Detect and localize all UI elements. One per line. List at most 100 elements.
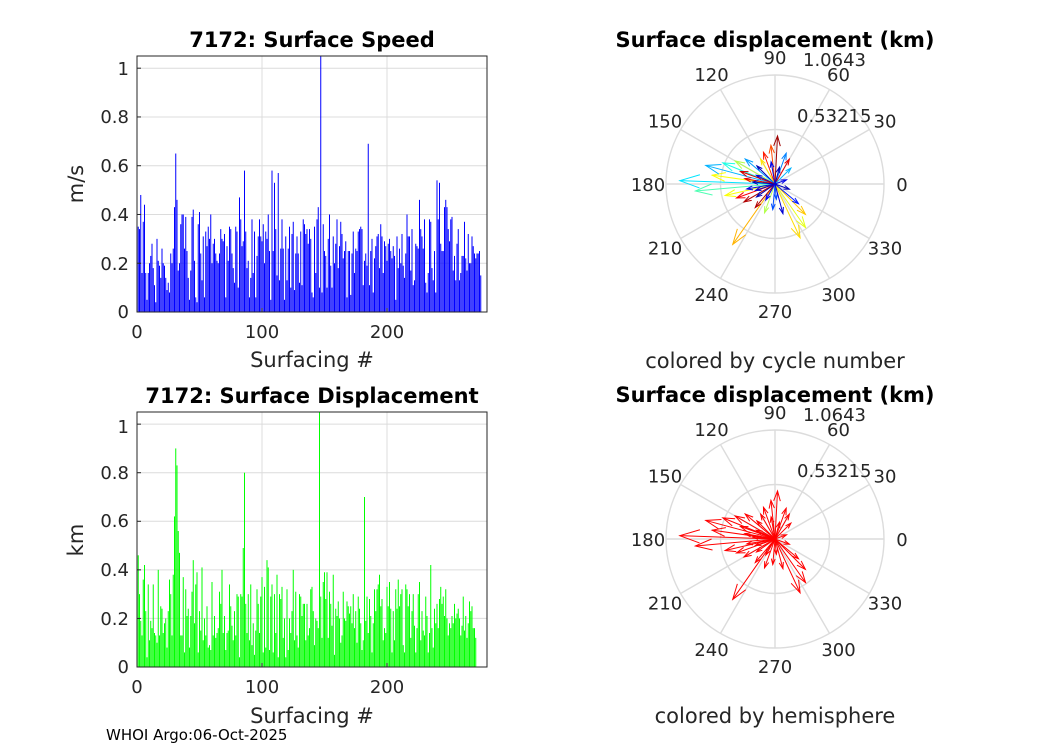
speed-bar (439, 182, 440, 312)
polar-cycle-vector (678, 174, 776, 189)
speed-bar (169, 292, 170, 312)
polar-cycle-vector (754, 183, 776, 191)
polar-hemisphere-angle-label: 30 (874, 467, 897, 488)
displacement-bar (451, 616, 453, 667)
displacement-bar (240, 594, 242, 667)
displacement-bar (375, 611, 377, 667)
displacement-bar (301, 616, 303, 667)
speed-bar (257, 236, 259, 312)
polar-hemisphere-vector-shaft (740, 525, 776, 540)
displacement-bar (330, 603, 332, 667)
polar-cycle-vector (743, 157, 776, 185)
displacement-bar (284, 618, 285, 667)
displacement-bar (304, 603, 305, 667)
polar-cycle-vector (754, 183, 776, 209)
speed-bar (404, 277, 405, 312)
speed-bar (217, 263, 219, 312)
displacement-bar (186, 616, 188, 667)
speed-bar (181, 214, 183, 312)
displacement-bar (412, 594, 414, 667)
polar-hemisphere-vector (774, 521, 793, 540)
speed-bar (250, 277, 252, 312)
speed-bar (185, 216, 187, 312)
polar-cycle-angle-label: 300 (821, 285, 855, 306)
polar-cycle-vector-shaft (774, 135, 779, 185)
speed-bar (161, 248, 163, 312)
polar-cycle-vector-head (785, 166, 793, 174)
displacement-bar (139, 594, 140, 667)
speed-ticks (136, 67, 388, 313)
displacement-bar (455, 618, 457, 667)
displacement-bar (346, 601, 348, 667)
polar-hemisphere-caption: colored by hemisphere (655, 704, 896, 728)
polar-hemisphere-vector (754, 538, 776, 546)
polar-cycle-vector-shaft (764, 183, 776, 214)
speed-bar (297, 253, 299, 312)
speed-bar (309, 229, 310, 312)
polar-cycle-vector (759, 157, 776, 185)
polar-cycle-title: Surface displacement (km) (615, 28, 934, 52)
speed-bar (417, 248, 419, 312)
speed-bar (304, 224, 305, 312)
polar-hemisphere-vector (704, 519, 776, 540)
polar-cycle-vector-shaft (774, 179, 787, 185)
displacement-bar (457, 608, 459, 667)
polar-cycle-vector (745, 183, 776, 191)
polar-hemisphere-vector-head (733, 515, 746, 524)
polar-cycle-vector-head (795, 216, 807, 229)
speed-bar (357, 231, 359, 312)
polar-cycle-vector-head (778, 206, 784, 216)
displacement-bar (397, 579, 399, 667)
speed-bar (204, 297, 205, 312)
displacement-bar (332, 574, 334, 667)
displacement-bar (401, 589, 403, 667)
polar-cycle-vector-head (755, 191, 763, 198)
displacement-bar (279, 594, 280, 667)
displacement-bar (161, 608, 163, 667)
displacement-bar (280, 599, 282, 667)
polar-cycle-vector-shaft (752, 181, 776, 185)
speed-bar (429, 219, 430, 312)
displacement-bar (469, 601, 470, 667)
displacement-ylabel: km (64, 524, 88, 557)
speed-bar (269, 251, 270, 312)
displacement-bar (402, 645, 404, 667)
polar-hemisphere-vector-head (781, 506, 787, 516)
speed-bar (331, 287, 333, 312)
speed-bar (275, 229, 277, 312)
polar-hemisphere-vector (774, 538, 800, 560)
speed-bar (345, 241, 347, 312)
polar-hemisphere-vector-head (755, 519, 763, 527)
displacement-bar (407, 606, 409, 667)
speed-ylabel: m/s (64, 165, 88, 203)
displacement-bar (320, 596, 322, 667)
speed-bar (155, 302, 157, 312)
displacement-bar (149, 640, 150, 667)
polar-cycle-rtick-half: 0.53215 (797, 106, 871, 127)
polar-cycle-vector-shaft (754, 183, 776, 208)
speed-bar (351, 253, 353, 312)
displacement-xtick-2: 200 (370, 677, 404, 698)
speed-bar (224, 233, 225, 312)
polar-cycle-vector (774, 183, 807, 216)
displacement-bar (370, 616, 372, 667)
displacement-bar (297, 647, 299, 667)
polar-hemisphere-vector (774, 538, 807, 571)
polar-hemisphere-vector-head (775, 520, 781, 529)
displacement-bar (355, 611, 357, 667)
polar-cycle-angle-label: 240 (694, 285, 728, 306)
speed-bar (207, 226, 209, 312)
speed-ytick-5: 1 (118, 59, 129, 80)
displacement-ytick-3: 0.6 (100, 511, 129, 532)
speed-bar (137, 226, 139, 312)
speed-bar (451, 216, 453, 312)
displacement-bar (211, 582, 213, 667)
polar-hemisphere-vectors (678, 489, 807, 601)
speed-bar (344, 251, 345, 312)
speed-bar (220, 229, 222, 312)
polar-hemisphere-vector-head (755, 546, 763, 553)
displacement-bar (410, 637, 412, 667)
polar-hemisphere-vector-head (784, 512, 791, 521)
